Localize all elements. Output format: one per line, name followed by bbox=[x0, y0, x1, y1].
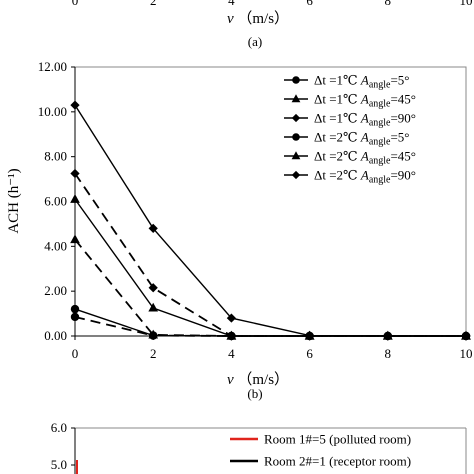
panel-c-y-tick-label: 5.0 bbox=[51, 457, 67, 472]
panel-b-data-point bbox=[70, 304, 80, 314]
panel-b-data-point bbox=[383, 331, 393, 341]
panel-a-x-tick-label: 10 bbox=[460, 0, 473, 8]
panel-b-x-tick-label: 8 bbox=[385, 346, 392, 361]
panel-a: 0 2 4 6 8 10 v （m/s） (a) bbox=[72, 0, 473, 49]
panel-b-legend-label: Δt =2℃ Aangle=45° bbox=[314, 149, 416, 167]
panel-b-y-tick-label: 8.00 bbox=[44, 149, 67, 164]
panel-c-legend-item: Room 2#=1 (receptor room) bbox=[230, 454, 411, 469]
panel-b-x-axis-unit: （m/s） bbox=[237, 371, 289, 388]
panel-b-data-point bbox=[70, 194, 80, 203]
panel-b-data-point bbox=[148, 329, 159, 339]
panel-b-data-point bbox=[304, 331, 315, 341]
panel-b-legend-swatch-marker bbox=[292, 76, 300, 84]
panel-b-x-tick-label: 2 bbox=[150, 346, 157, 361]
panel-c-legend-label: Room 2#=1 (receptor room) bbox=[264, 454, 411, 469]
panel-b-legend-label: Δt =1℃ Aangle=5° bbox=[314, 73, 410, 91]
panel-b-data-point bbox=[461, 331, 471, 341]
panel-b-series bbox=[70, 100, 471, 341]
panel-b-x-axis-variable: v bbox=[227, 372, 234, 388]
panel-b-data-point bbox=[148, 223, 158, 234]
panel-b-plot-area bbox=[74, 66, 467, 337]
panel-c-legend-item: Room 1#=5 (polluted room) bbox=[230, 432, 411, 447]
panel-b-legend-swatch-marker bbox=[291, 170, 301, 180]
panel-a-x-tick-label: 2 bbox=[150, 0, 157, 8]
panel-b-y-tick-label: 2.00 bbox=[44, 283, 67, 298]
panel-c-legend: Room 1#=5 (polluted room) Room 2#=1 (rece… bbox=[230, 432, 411, 469]
panel-b-series-6 bbox=[70, 168, 471, 341]
panel-c-y-tick-label: 6.0 bbox=[51, 420, 67, 435]
panel-b-label: (b) bbox=[247, 386, 262, 401]
panel-a-x-axis-unit: （m/s） bbox=[237, 10, 289, 27]
panel-a-x-axis-label: v （m/s） bbox=[227, 10, 289, 27]
panel-b-legend-swatch-marker bbox=[291, 151, 301, 160]
panel-b-x-tick-label: 10 bbox=[460, 346, 473, 361]
panel-b-legend-label: Δt =1℃ Aangle=90° bbox=[314, 111, 416, 129]
panel-b-legend-item: Δt =1℃ Aangle=45° bbox=[284, 92, 416, 110]
panel-b-y-tick-label: 10.00 bbox=[38, 104, 67, 119]
panel-b: 0.00 2.00 4.00 6.00 8.00 10.00 12.00 0 2 4 6 8 10 A… bbox=[6, 59, 473, 401]
panel-c-y-ticks: 6.0 5.0 bbox=[51, 420, 75, 472]
panel-b-data-point bbox=[226, 313, 237, 323]
panel-b-legend-item: Δt =2℃ Aangle=45° bbox=[284, 149, 416, 167]
panel-b-y-tick-label: 0.00 bbox=[44, 328, 67, 343]
panel-b-data-point bbox=[70, 168, 80, 179]
panel-b-series-5 bbox=[70, 234, 471, 340]
panel-b-x-tick-label: 0 bbox=[72, 346, 79, 361]
panel-b-series-line bbox=[74, 172, 466, 337]
panel-a-label: (a) bbox=[248, 34, 262, 49]
panel-b-series-line bbox=[74, 239, 466, 337]
panel-b-series-1 bbox=[70, 304, 471, 341]
panel-b-legend-item: Δt =2℃ Aangle=5° bbox=[284, 130, 410, 148]
panel-b-legend: Δt =1℃ Aangle=5°Δt =1℃ Aangle=45°Δt =1℃ … bbox=[284, 73, 416, 186]
panel-b-data-point bbox=[148, 302, 159, 312]
panel-b-data-point bbox=[70, 312, 80, 322]
panel-a-x-tick-label: 0 bbox=[72, 0, 79, 8]
panel-b-data-point bbox=[148, 283, 158, 293]
panel-b-legend-label: Δt =2℃ Aangle=5° bbox=[314, 130, 410, 148]
panel-b-y-ticks: 0.00 2.00 4.00 6.00 8.00 10.00 12.00 bbox=[38, 59, 75, 343]
panel-b-legend-item: Δt =1℃ Aangle=5° bbox=[284, 73, 410, 91]
panel-a-x-tick-label: 8 bbox=[385, 0, 392, 8]
panel-b-series-2 bbox=[70, 194, 471, 340]
panel-a-x-tick-label: 4 bbox=[228, 0, 235, 8]
panel-c-legend-label: Room 1#=5 (polluted room) bbox=[264, 432, 411, 447]
panel-b-x-axis-label: v （m/s） bbox=[227, 371, 289, 388]
panel-a-x-axis-variable: v bbox=[227, 11, 234, 27]
panel-b-data-point bbox=[226, 331, 237, 341]
panel-b-data-point bbox=[70, 100, 80, 110]
panel-b-x-ticks: 0 2 4 6 8 10 bbox=[72, 336, 473, 361]
panel-b-legend-label: Δt =2℃ Aangle=90° bbox=[314, 168, 416, 186]
panel-a-x-tick-labels: 0 2 4 6 8 10 bbox=[72, 0, 473, 8]
panel-b-y-axis-label: ACH (h⁻¹) bbox=[6, 168, 22, 233]
panel-b-series-3 bbox=[70, 100, 471, 341]
panel-b-legend-swatch-marker bbox=[291, 94, 301, 103]
panel-b-x-tick-label: 6 bbox=[306, 346, 313, 361]
panel-b-y-tick-label: 4.00 bbox=[44, 238, 67, 253]
panel-b-y-tick-label: 6.00 bbox=[44, 194, 67, 209]
panel-b-data-point bbox=[70, 234, 80, 244]
panel-b-legend-label: Δt =1℃ Aangle=45° bbox=[314, 92, 416, 110]
panel-c: 6.0 5.0 Room 1#=5 (polluted room) Room 2#=… bbox=[51, 420, 467, 474]
panel-a-x-tick-label: 6 bbox=[306, 0, 313, 8]
panel-b-legend-swatch-marker bbox=[291, 113, 301, 123]
panel-b-legend-item: Δt =1℃ Aangle=90° bbox=[284, 111, 416, 129]
panel-b-series-line bbox=[74, 308, 466, 337]
panel-b-y-tick-label: 12.00 bbox=[38, 59, 67, 74]
panel-b-series-line bbox=[74, 198, 466, 337]
panel-b-legend-item: Δt =2℃ Aangle=90° bbox=[284, 168, 416, 186]
panel-b-legend-swatch-marker bbox=[292, 133, 300, 141]
panel-b-x-tick-label: 4 bbox=[228, 346, 235, 361]
